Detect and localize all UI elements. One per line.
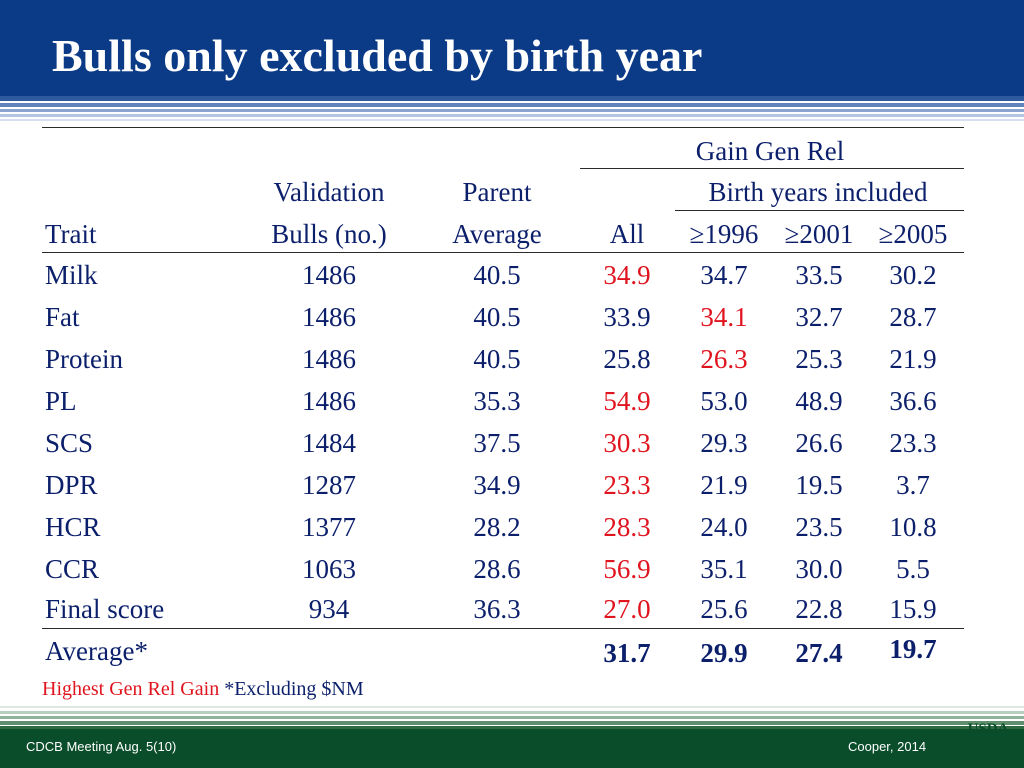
footer-stripes (0, 706, 1024, 729)
parent-cell: 35.3 (473, 386, 521, 416)
table-top-rule (42, 127, 964, 128)
usda-logo-icon: USDA (965, 721, 1011, 750)
y2005-cell: 10.8 (889, 512, 937, 542)
header-bottom-rule (42, 252, 964, 253)
y1996-cell: 35.1 (700, 554, 748, 584)
footer-author: Cooper, 2014 (848, 739, 927, 754)
all-cell: 25.8 (603, 344, 651, 374)
excluding-note: *Excluding $NM (224, 678, 364, 700)
bulls-cell: 1063 (302, 554, 356, 584)
y2005-cell: 28.7 (889, 302, 937, 332)
footnote: Highest Gen Rel Gain *Excluding $NM (42, 677, 364, 701)
footer-meeting: CDCB Meeting Aug. 5(10) (26, 739, 177, 754)
y2005-cell: 15.9 (889, 594, 937, 624)
trait-cell: HCR (45, 512, 101, 542)
trait-cell: Milk (45, 260, 98, 290)
average-all: 31.7 (603, 638, 651, 668)
validation-header-line1: Validation (273, 177, 385, 207)
y1996-header: ≥1996 (689, 219, 759, 249)
y1996-cell: 34.7 (700, 260, 748, 290)
gain-gen-rel-rule (580, 168, 964, 169)
y2005-cell: 3.7 (896, 470, 930, 500)
trait-cell: PL (45, 386, 77, 416)
parent-header-line1: Parent (462, 177, 532, 207)
average-top-rule (42, 628, 964, 629)
footer-bar (0, 729, 1024, 768)
birth-years-rule (675, 210, 964, 211)
y2005-cell: 23.3 (889, 428, 937, 458)
y2001-cell: 23.5 (795, 512, 843, 542)
trait-cell: Final score (45, 594, 165, 624)
parent-cell: 40.5 (473, 260, 521, 290)
trait-cell: Protein (45, 344, 123, 374)
trait-cell: SCS (45, 428, 94, 458)
title-bar (0, 0, 1024, 96)
y2001-header: ≥2001 (784, 219, 854, 249)
trait-cell: Fat (45, 302, 80, 332)
y1996-cell: 53.0 (700, 386, 748, 416)
y2001-cell: 25.3 (795, 344, 843, 374)
parent-cell: 34.9 (473, 470, 521, 500)
trait-header: Trait (45, 219, 97, 249)
all-cell: 33.9 (603, 302, 651, 332)
parent-cell: 40.5 (473, 344, 521, 374)
parent-cell: 37.5 (473, 428, 521, 458)
parent-cell: 36.3 (473, 594, 521, 624)
all-cell: 23.3 (603, 470, 651, 500)
y1996-cell: 29.3 (700, 428, 748, 458)
birth-years-header: Birth years included (708, 177, 928, 207)
all-cell: 56.9 (603, 554, 651, 584)
all-cell: 28.3 (603, 512, 651, 542)
y2005-cell: 5.5 (896, 554, 930, 584)
average-y2005: 19.7 (889, 634, 937, 664)
y1996-cell: 34.1 (700, 302, 748, 332)
trait-cell: CCR (45, 554, 100, 584)
y2001-cell: 19.5 (795, 470, 843, 500)
y1996-cell: 26.3 (700, 344, 748, 374)
bulls-cell: 1486 (302, 386, 356, 416)
parent-cell: 28.6 (473, 554, 521, 584)
bulls-cell: 1486 (302, 302, 356, 332)
y2005-header: ≥2005 (878, 219, 948, 249)
bulls-cell: 1486 (302, 344, 356, 374)
bulls-cell: 1484 (302, 428, 356, 458)
average-label: Average* (45, 636, 148, 666)
y1996-cell: 21.9 (700, 470, 748, 500)
y2005-cell: 21.9 (889, 344, 937, 374)
parent-header-line2: Average (452, 219, 542, 249)
title-stripes (0, 96, 1024, 121)
highlight-legend: Highest Gen Rel Gain (42, 678, 220, 700)
y1996-cell: 25.6 (700, 594, 748, 624)
parent-cell: 28.2 (473, 512, 521, 542)
y1996-cell: 24.0 (700, 512, 748, 542)
y2001-cell: 32.7 (795, 302, 843, 332)
y2001-cell: 22.8 (795, 594, 843, 624)
y2005-cell: 36.6 (889, 386, 937, 416)
bulls-cell: 934 (308, 594, 350, 624)
all-cell: 34.9 (603, 260, 651, 290)
y2005-cell: 30.2 (889, 260, 937, 290)
average-y1996: 29.9 (700, 638, 748, 668)
y2001-cell: 30.0 (795, 554, 843, 584)
all-header: All (609, 219, 645, 249)
slide-title: Bulls only excluded by birth year (52, 30, 703, 81)
all-cell: 30.3 (603, 428, 651, 458)
svg-text:USDA: USDA (968, 721, 1009, 737)
y2001-cell: 33.5 (795, 260, 843, 290)
all-cell: 27.0 (603, 594, 651, 624)
bulls-cell: 1287 (302, 470, 356, 500)
bulls-cell: 1486 (302, 260, 356, 290)
validation-header-line2: Bulls (no.) (271, 219, 387, 249)
average-y2001: 27.4 (795, 638, 843, 668)
parent-cell: 40.5 (473, 302, 521, 332)
bulls-cell: 1377 (302, 512, 356, 542)
trait-cell: DPR (45, 470, 98, 500)
y2001-cell: 26.6 (795, 428, 843, 458)
y2001-cell: 48.9 (795, 386, 843, 416)
all-cell: 54.9 (603, 386, 651, 416)
gain-gen-rel-header: Gain Gen Rel (695, 136, 845, 166)
